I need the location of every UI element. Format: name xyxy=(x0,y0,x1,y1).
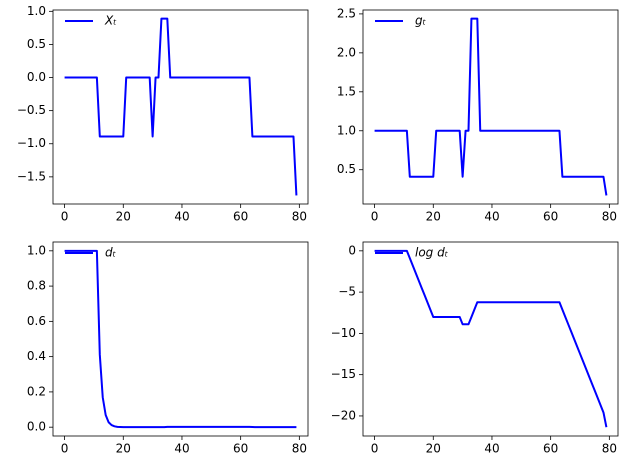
x-tick-label: 40 xyxy=(174,210,189,224)
y-tick-label: −10 xyxy=(331,326,356,340)
x-tick-label: 80 xyxy=(602,442,617,456)
x-tick-label: 80 xyxy=(292,210,307,224)
y-tick-label: 0.8 xyxy=(27,279,46,293)
legend-label: log dₜ xyxy=(415,246,449,260)
x-tick-label: 40 xyxy=(484,210,499,224)
y-tick-label: −15 xyxy=(331,367,356,381)
y-tick-label: −1.0 xyxy=(17,136,46,150)
y-tick-label: 0.6 xyxy=(27,314,46,328)
x-tick-label: 60 xyxy=(543,442,558,456)
x-tick-label: 40 xyxy=(484,442,499,456)
x-tick-label: 20 xyxy=(116,210,131,224)
x-tick-label: 20 xyxy=(426,442,441,456)
data-line xyxy=(374,17,608,196)
y-tick-label: 0.0 xyxy=(27,70,46,84)
x-tick-label: 20 xyxy=(426,210,441,224)
axes-frame xyxy=(52,9,309,205)
y-tick-label: 0.5 xyxy=(27,37,46,51)
y-tick-label: 2.5 xyxy=(337,6,356,20)
y-tick-label: −20 xyxy=(331,408,356,422)
x-tick-label: 60 xyxy=(233,210,248,224)
x-tick-label: 0 xyxy=(371,210,379,224)
legend-label: gₜ xyxy=(415,14,427,28)
y-tick-label: 2.0 xyxy=(337,45,356,59)
y-tick-label: 0.5 xyxy=(337,162,356,176)
legend-label: dₜ xyxy=(105,246,117,260)
x-tick-label: 40 xyxy=(174,442,189,456)
x-tick-label: 80 xyxy=(292,442,307,456)
x-tick-label: 60 xyxy=(233,442,248,456)
axes-frame xyxy=(362,9,619,205)
data-line xyxy=(374,249,608,428)
data-line xyxy=(64,17,298,196)
y-tick-label: 1.0 xyxy=(337,123,356,137)
y-tick-label: −1.5 xyxy=(17,169,46,183)
y-tick-label: 1.0 xyxy=(27,4,46,18)
y-tick-label: −5 xyxy=(338,285,356,299)
data-line xyxy=(64,249,297,429)
x-tick-label: 20 xyxy=(116,442,131,456)
x-tick-label: 0 xyxy=(371,442,379,456)
y-tick-label: 0.4 xyxy=(27,349,46,363)
y-tick-label: 0 xyxy=(348,243,356,257)
axes-frame xyxy=(52,241,309,437)
y-tick-label: 0.0 xyxy=(27,420,46,434)
x-tick-label: 0 xyxy=(61,210,69,224)
y-tick-label: 1.5 xyxy=(337,84,356,98)
legend-label: Xₜ xyxy=(104,14,117,28)
y-tick-label: −0.5 xyxy=(17,103,46,117)
x-tick-label: 60 xyxy=(543,210,558,224)
y-tick-label: 1.0 xyxy=(27,243,46,257)
x-tick-label: 80 xyxy=(602,210,617,224)
axes-frame xyxy=(362,241,619,437)
x-tick-label: 0 xyxy=(61,442,69,456)
y-tick-label: 0.2 xyxy=(27,384,46,398)
